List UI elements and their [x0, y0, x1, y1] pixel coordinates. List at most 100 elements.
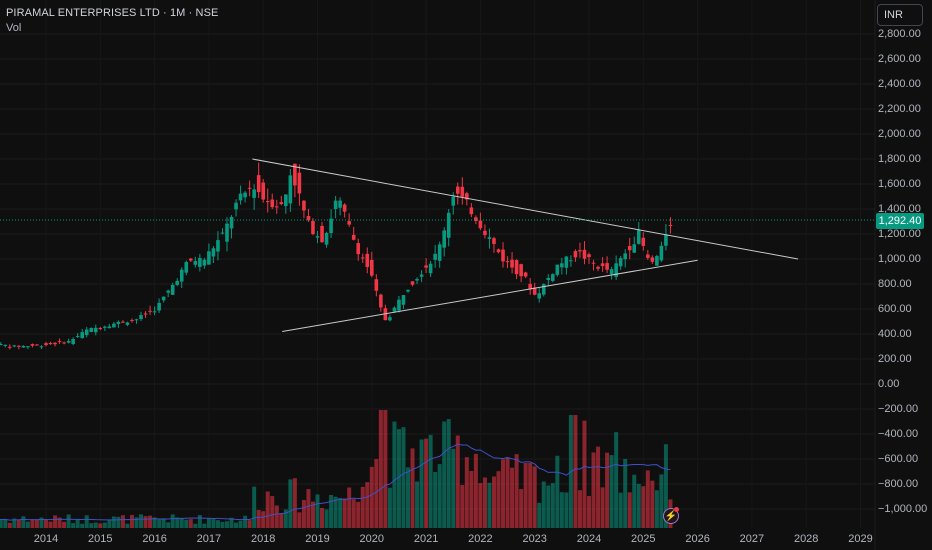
- volume-bar: [288, 479, 293, 528]
- candle-body: [537, 293, 542, 299]
- volume-bar: [274, 505, 279, 528]
- volume-bar: [211, 519, 216, 528]
- candle-body: [641, 237, 646, 246]
- price-tick-label: −1,000.00: [878, 503, 928, 515]
- volume-bar: [193, 523, 198, 528]
- currency-button[interactable]: INR: [877, 4, 923, 26]
- candle-body: [569, 260, 573, 262]
- volume-bar: [356, 501, 361, 528]
- candle-body: [116, 321, 121, 324]
- candle-body: [130, 320, 134, 322]
- candle-body: [392, 307, 397, 312]
- candle-body: [112, 323, 116, 328]
- candle-body: [424, 265, 428, 268]
- volume-bar: [62, 521, 67, 528]
- volume-bar: [446, 419, 451, 528]
- volume-bar: [645, 470, 650, 528]
- volume-bar: [139, 514, 144, 528]
- candle-body: [483, 230, 487, 236]
- volume-bar: [229, 517, 234, 528]
- volume-bar: [396, 429, 401, 528]
- price-tick-label: 2,600.00: [878, 53, 921, 65]
- volume-bar: [510, 467, 515, 528]
- volume-bar: [256, 509, 261, 528]
- candle-body: [668, 224, 673, 226]
- candle-body: [451, 196, 456, 206]
- candle-body: [48, 343, 53, 345]
- volume-bar: [559, 492, 564, 528]
- volume-bar: [247, 520, 252, 528]
- candle-body: [664, 234, 668, 246]
- volume-bar: [25, 521, 30, 528]
- volume-bar: [410, 448, 415, 528]
- candle-body: [442, 230, 446, 248]
- volume-bar: [215, 520, 220, 528]
- candle-body: [17, 345, 21, 347]
- volume-bar: [243, 515, 248, 528]
- volume-bar: [234, 522, 239, 528]
- volume-bar: [315, 494, 320, 528]
- volume-bar: [505, 457, 510, 528]
- volume-bar: [663, 444, 668, 528]
- candle-body: [288, 175, 293, 204]
- volume-bar: [618, 492, 623, 528]
- candle-body: [284, 194, 288, 207]
- volume-bar: [84, 515, 89, 528]
- volume-bar: [98, 523, 103, 528]
- volume-bar: [401, 427, 406, 528]
- lightning-icon[interactable]: ⚡: [663, 508, 679, 524]
- price-tick-label: 1,800.00: [878, 153, 921, 165]
- candle-body: [446, 212, 451, 238]
- candle-body: [465, 193, 469, 200]
- volume-bar: [596, 446, 601, 528]
- volume-bar: [528, 462, 533, 528]
- candle-body: [125, 322, 130, 325]
- volume-bar: [374, 459, 379, 528]
- volume-bar: [464, 457, 469, 528]
- volume-bar: [166, 522, 171, 528]
- candle-body: [564, 256, 569, 268]
- candle-body: [609, 269, 614, 275]
- candle-body: [351, 234, 356, 240]
- candle-body: [600, 263, 605, 267]
- candle-body: [360, 257, 365, 259]
- volume-bar: [627, 492, 632, 528]
- price-tick-label: 2,200.00: [878, 103, 921, 115]
- volume-bar: [206, 518, 211, 528]
- volume-bar: [188, 519, 193, 528]
- candle-body: [519, 264, 523, 277]
- volume-bar: [437, 464, 442, 528]
- candle-body: [265, 201, 270, 203]
- volume-bar: [387, 487, 392, 528]
- volume-bar: [487, 482, 492, 528]
- candle-body: [636, 230, 641, 244]
- volume-bar: [12, 518, 17, 528]
- chart-title: PIRAMAL ENTERPRISES LTD · 1M · NSE: [6, 7, 219, 19]
- volume-bar: [238, 520, 243, 528]
- time-tick-label: 2019: [305, 533, 330, 545]
- candle-body: [478, 220, 483, 229]
- trendlines: [252, 158, 799, 332]
- volume-bar: [66, 514, 71, 528]
- volume-bar: [650, 480, 655, 528]
- candle-body: [474, 217, 478, 221]
- notification-dot: [674, 507, 679, 512]
- candle-body: [134, 319, 139, 321]
- candle-body: [587, 254, 591, 258]
- volume-bar: [623, 458, 628, 528]
- volume-bar: [632, 474, 637, 528]
- candle-body: [433, 253, 437, 260]
- volume-bar: [44, 519, 48, 528]
- candle-body: [207, 251, 211, 265]
- candle-body: [30, 344, 35, 346]
- candle-body: [627, 245, 632, 251]
- volume-bar: [573, 415, 578, 528]
- candle-body: [541, 284, 546, 295]
- volume-bar: [102, 522, 107, 528]
- time-tick-label: 2029: [848, 533, 873, 545]
- last-price-badge: 1,292.40: [876, 213, 924, 229]
- candle-body: [89, 328, 94, 332]
- candle-body: [401, 295, 406, 305]
- price-tick-label: 1,600.00: [878, 178, 921, 190]
